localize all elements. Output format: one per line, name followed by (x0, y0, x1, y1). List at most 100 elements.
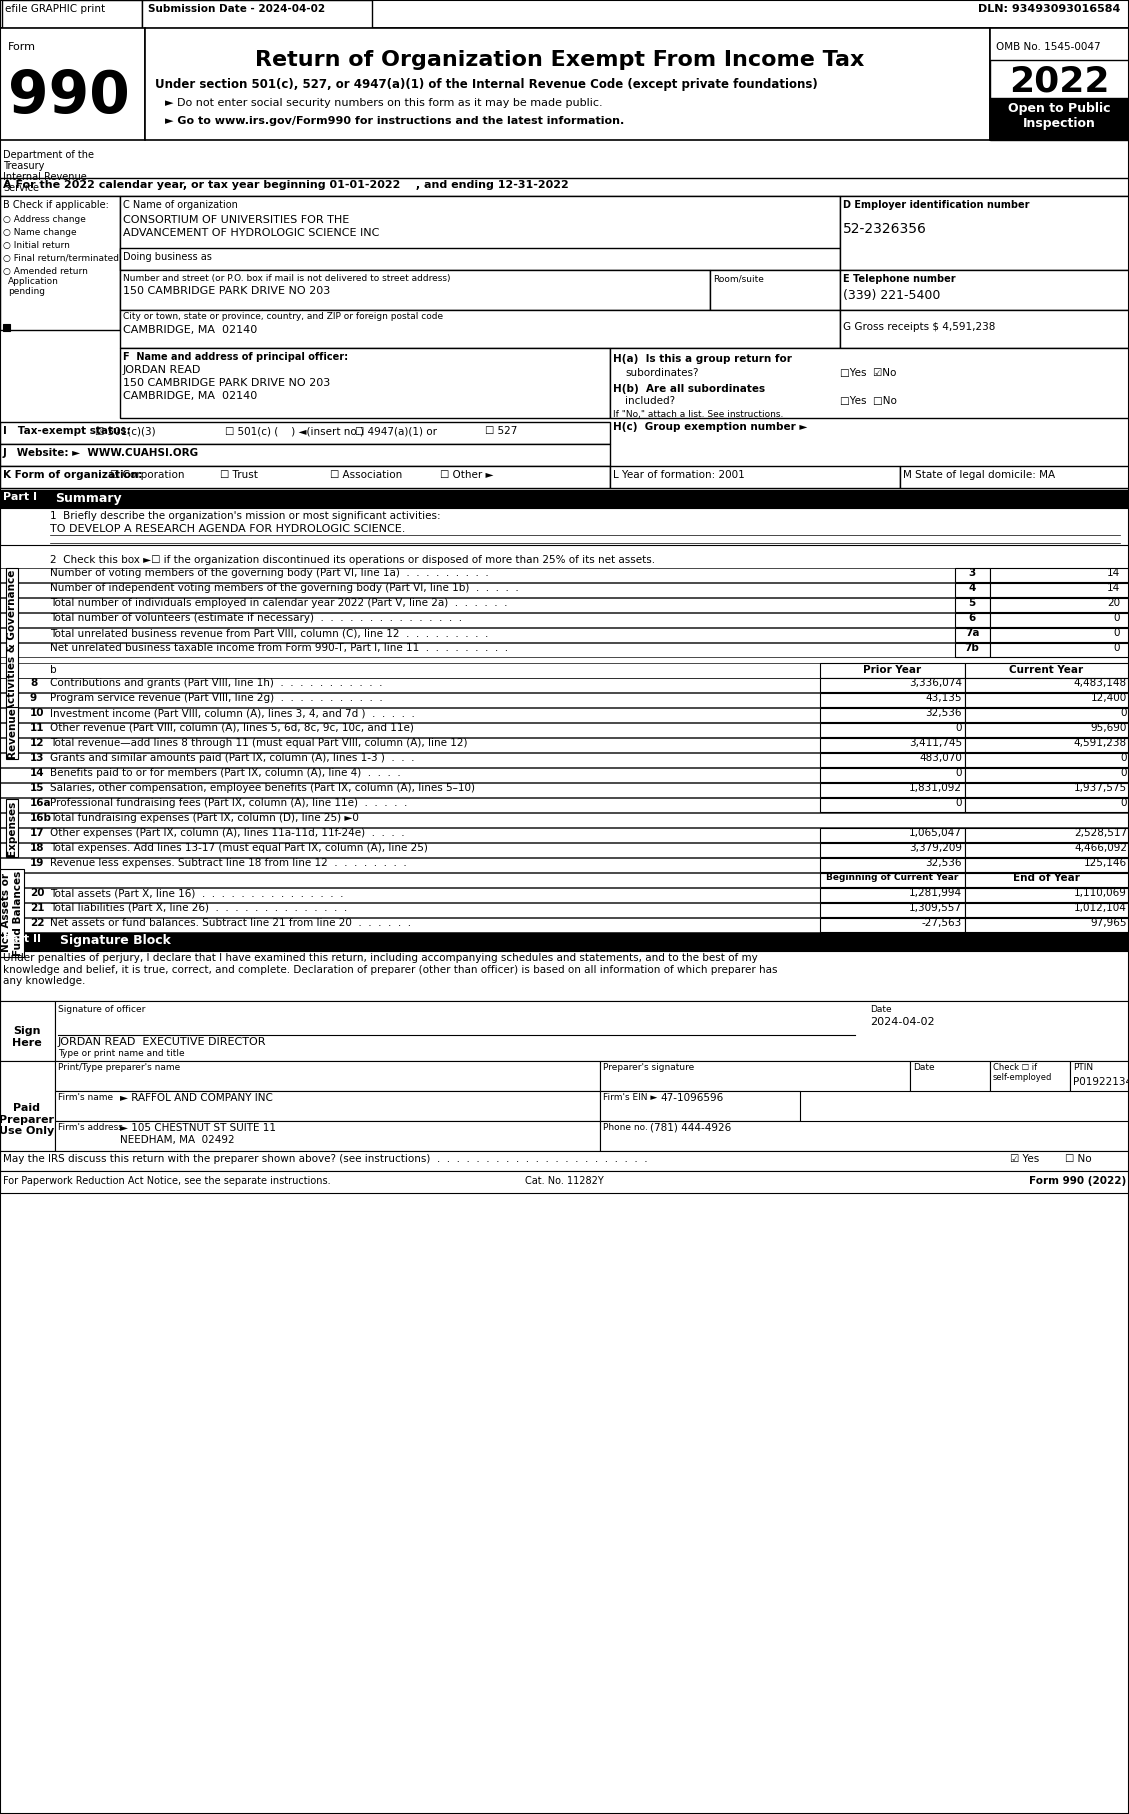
Bar (965, 873, 1129, 887)
Text: Professional fundraising fees (Part IX, column (A), line 11e)  .  .  .  .  .: Professional fundraising fees (Part IX, … (50, 798, 408, 807)
Bar (820, 827, 965, 842)
Text: ○ Name change: ○ Name change (3, 229, 77, 238)
Text: Part I: Part I (3, 492, 37, 502)
Text: Date: Date (913, 1063, 935, 1072)
Bar (820, 798, 965, 813)
Text: ○ Address change: ○ Address change (3, 216, 86, 223)
Text: ○ Amended return: ○ Amended return (3, 267, 88, 276)
Text: 1,937,575: 1,937,575 (1074, 784, 1127, 793)
Text: For Paperwork Reduction Act Notice, see the separate instructions.: For Paperwork Reduction Act Notice, see … (3, 1175, 331, 1186)
Text: Signature Block: Signature Block (60, 934, 170, 947)
Text: 14: 14 (1106, 582, 1120, 593)
Text: Summary: Summary (55, 492, 122, 504)
Text: 2022: 2022 (1008, 65, 1110, 100)
Text: ☑ 501(c)(3): ☑ 501(c)(3) (95, 426, 156, 435)
Text: 483,070: 483,070 (919, 753, 962, 764)
Text: J   Website: ►  WWW.CUAHSI.ORG: J Website: ► WWW.CUAHSI.ORG (3, 448, 199, 457)
Text: 150 CAMBRIDGE PARK DRIVE NO 203: 150 CAMBRIDGE PARK DRIVE NO 203 (123, 287, 331, 296)
Bar (900, 466, 1129, 488)
Text: Number and street (or P.O. box if mail is not delivered to street address): Number and street (or P.O. box if mail i… (123, 274, 450, 283)
Text: 125,146: 125,146 (1084, 858, 1127, 869)
Text: Department of the: Department of the (3, 151, 94, 160)
Text: Print/Type preparer's name: Print/Type preparer's name (58, 1063, 181, 1072)
Text: 2024-04-02: 2024-04-02 (870, 1018, 935, 1027)
Bar (610, 348, 1129, 417)
Bar (965, 707, 1129, 722)
Bar (0, 932, 1129, 951)
Text: □Yes  ☑No: □Yes ☑No (840, 368, 896, 377)
Text: 4,466,092: 4,466,092 (1074, 844, 1127, 853)
Text: Total number of volunteers (estimate if necessary)  .  .  .  .  .  .  .  .  .  .: Total number of volunteers (estimate if … (50, 613, 462, 622)
Bar (965, 738, 1129, 753)
Bar (990, 568, 1129, 582)
Text: 8: 8 (30, 678, 37, 688)
Text: ADVANCEMENT OF HYDROLOGIC SCIENCE INC: ADVANCEMENT OF HYDROLOGIC SCIENCE INC (123, 229, 379, 238)
Text: Signature of officer: Signature of officer (58, 1005, 146, 1014)
Text: Total assets (Part X, line 16)  .  .  .  .  .  .  .  .  .  .  .  .  .  .  .: Total assets (Part X, line 16) . . . . .… (50, 889, 343, 898)
Text: A For the 2022 calendar year, or tax year beginning 01-01-2022    , and ending 1: A For the 2022 calendar year, or tax yea… (3, 180, 569, 190)
Bar (955, 582, 990, 597)
Text: Total unrelated business revenue from Part VIII, column (C), line 12  .  .  .  .: Total unrelated business revenue from Pa… (50, 628, 489, 639)
Text: Total liabilities (Part X, line 26)  .  .  .  .  .  .  .  .  .  .  .  .  .  .: Total liabilities (Part X, line 26) . . … (50, 903, 348, 912)
Bar (820, 858, 965, 873)
Bar (990, 98, 1129, 140)
Bar (0, 678, 1129, 691)
Text: NEEDHAM, MA  02492: NEEDHAM, MA 02492 (120, 1136, 235, 1145)
Bar (840, 310, 1129, 348)
Text: Grants and similar amounts paid (Part IX, column (A), lines 1-3 )  .  .  .: Grants and similar amounts paid (Part IX… (50, 753, 414, 764)
Text: 4,591,238: 4,591,238 (1074, 738, 1127, 747)
Bar (820, 918, 965, 932)
Bar (0, 707, 1129, 722)
Text: PTIN: PTIN (1073, 1063, 1093, 1072)
Text: 0: 0 (955, 767, 962, 778)
Text: Date: Date (870, 1005, 892, 1014)
Text: Program service revenue (Part VIII, line 2g)  .  .  .  .  .  .  .  .  .  .  .: Program service revenue (Part VIII, line… (50, 693, 383, 704)
Bar (0, 490, 1129, 508)
Bar (710, 270, 840, 310)
Bar (599, 1090, 800, 1121)
Text: 0: 0 (1120, 798, 1127, 807)
Text: Number of voting members of the governing body (Part VI, line 1a)  .  .  .  .  .: Number of voting members of the governin… (50, 568, 489, 579)
Text: Treasury: Treasury (3, 161, 44, 171)
Bar (965, 767, 1129, 782)
Text: 5: 5 (969, 599, 975, 608)
Bar (120, 270, 710, 310)
Bar (0, 178, 1129, 196)
Bar (820, 873, 965, 887)
Text: Total expenses. Add lines 13-17 (must equal Part IX, column (A), line 25): Total expenses. Add lines 13-17 (must eq… (50, 844, 428, 853)
Text: 1  Briefly describe the organization's mission or most significant activities:: 1 Briefly describe the organization's mi… (50, 512, 440, 521)
Text: -27,563: -27,563 (921, 918, 962, 929)
Text: OMB No. 1545-0047: OMB No. 1545-0047 (996, 42, 1101, 53)
Bar (0, 27, 145, 140)
Bar (0, 753, 1129, 767)
Text: 13: 13 (30, 753, 44, 764)
Text: Other revenue (Part VIII, column (A), lines 5, 6d, 8c, 9c, 10c, and 11e): Other revenue (Part VIII, column (A), li… (50, 724, 414, 733)
Bar (599, 1061, 910, 1090)
Text: Other expenses (Part IX, column (A), lines 11a-11d, 11f-24e)  .  .  .  .: Other expenses (Part IX, column (A), lin… (50, 827, 404, 838)
Text: 3,379,209: 3,379,209 (909, 844, 962, 853)
Text: b: b (50, 666, 56, 675)
Bar (0, 1061, 55, 1152)
Bar (990, 628, 1129, 642)
Bar (0, 423, 610, 444)
Bar (145, 27, 990, 140)
Bar (820, 662, 965, 678)
Text: (781) 444-4926: (781) 444-4926 (650, 1123, 732, 1134)
Text: 16a: 16a (30, 798, 52, 807)
Text: 3,336,074: 3,336,074 (909, 678, 962, 688)
Bar (55, 1061, 599, 1090)
Text: I   Tax-exempt status:: I Tax-exempt status: (3, 426, 131, 435)
Text: 32,536: 32,536 (926, 707, 962, 718)
Text: 1,309,557: 1,309,557 (909, 903, 962, 912)
Bar (0, 466, 610, 488)
Text: 0: 0 (1113, 628, 1120, 639)
Text: Phone no.: Phone no. (603, 1123, 648, 1132)
Text: Activities & Governance: Activities & Governance (7, 570, 17, 711)
Bar (965, 798, 1129, 813)
Text: ☐ Association: ☐ Association (330, 470, 402, 481)
Bar (50, 492, 250, 506)
Bar (0, 903, 1129, 918)
Bar (0, 599, 1129, 611)
Text: E Telephone number: E Telephone number (843, 274, 955, 285)
Text: 52-2326356: 52-2326356 (843, 221, 927, 236)
